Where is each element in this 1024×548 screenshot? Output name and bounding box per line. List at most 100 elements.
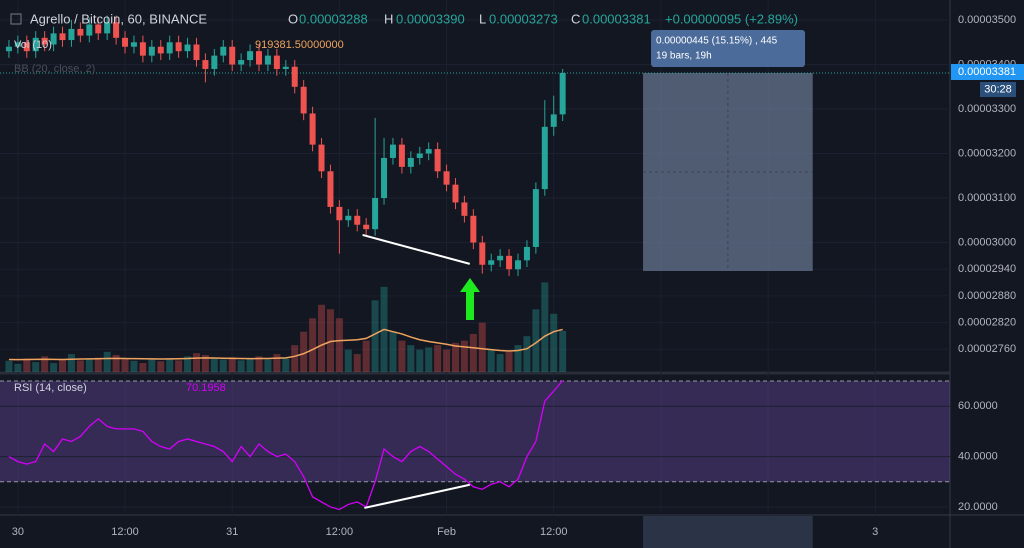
volume-bar — [139, 363, 147, 372]
volume-bar — [487, 349, 495, 372]
volume-bar — [121, 358, 129, 372]
candle-body — [416, 153, 423, 158]
volume-bar — [460, 340, 468, 372]
candle-body — [470, 215, 477, 243]
volume-bar — [523, 336, 531, 372]
volume-bar — [416, 349, 424, 372]
candle-body — [443, 171, 450, 185]
candle-body — [398, 144, 405, 167]
candle-body — [157, 46, 164, 54]
candle-body — [425, 149, 432, 154]
candle-body — [104, 22, 111, 34]
candle-body — [211, 55, 218, 69]
candle-body — [336, 206, 343, 221]
candle-body — [86, 24, 93, 36]
volume-bar — [300, 331, 308, 372]
candle-body — [515, 260, 522, 270]
volume-bar — [130, 360, 138, 372]
volume-bar — [237, 360, 245, 372]
candle-body — [95, 24, 102, 34]
candle-body — [229, 46, 236, 65]
candle-body — [479, 242, 486, 265]
y-tick-label: 0.00002820 — [958, 317, 1016, 329]
candle-body — [273, 55, 280, 69]
volume-bar — [192, 353, 200, 372]
candle-body — [50, 33, 57, 45]
price-label: 0.00003381 — [958, 66, 1016, 78]
low-label: L — [479, 11, 486, 26]
volume-bar — [371, 300, 379, 372]
volume-bar — [76, 360, 84, 372]
candle-body — [256, 51, 263, 65]
candle-body — [148, 46, 155, 56]
candle-body — [14, 42, 21, 47]
volume-bar — [23, 358, 31, 372]
volume-bar — [291, 345, 299, 372]
bb-name: BB (20, close, 2) — [14, 63, 95, 75]
y-tick-label: 0.00002880 — [958, 290, 1016, 302]
volume-bar — [273, 354, 281, 372]
volume-bar — [362, 340, 370, 372]
volume-bar — [443, 349, 451, 372]
volume-bar — [353, 354, 361, 372]
volume-bar — [326, 309, 334, 372]
candle-body — [41, 37, 48, 45]
volume-bar — [550, 313, 558, 372]
rsi-tick-label: 60.0000 — [958, 400, 998, 412]
candle-body — [354, 215, 361, 225]
legend: Agrello / Bitcoin, 60, BINANCE O 0.00003… — [10, 11, 798, 394]
volume-bar — [514, 345, 522, 372]
green-arrow — [460, 278, 480, 320]
time-range-highlight — [643, 516, 813, 548]
candle-body — [175, 42, 182, 52]
volume-bar — [50, 363, 58, 372]
candle-body — [113, 22, 120, 38]
candle-body — [139, 42, 146, 56]
volume-bar — [434, 345, 442, 372]
countdown-box — [980, 82, 1016, 97]
volume-bar — [282, 358, 290, 372]
candle-body — [497, 255, 504, 261]
candle-body — [372, 198, 379, 230]
y-tick-label: 0.00002940 — [958, 263, 1016, 275]
candle-body — [559, 72, 566, 115]
volume-bar — [469, 333, 477, 372]
candle-body — [327, 171, 334, 207]
volume-bar — [41, 356, 49, 372]
x-tick-label: 12:00 — [540, 526, 568, 538]
candle-body — [130, 42, 137, 47]
volume-bar — [67, 354, 75, 372]
volume-bar — [32, 362, 40, 372]
rsi-tick-label: 20.0000 — [958, 501, 998, 513]
change-value: +0.00000095 (+2.89%) — [665, 11, 798, 26]
volume-bar — [505, 351, 513, 372]
rsi-tick-label: 40.0000 — [958, 450, 998, 462]
volume-bar — [532, 309, 540, 372]
y-tick-label: 0.00003000 — [958, 236, 1016, 248]
candle-body — [59, 33, 66, 41]
candle-body — [122, 37, 129, 47]
rsi-value: 70.1958 — [186, 382, 226, 394]
candle-body — [282, 66, 289, 69]
x-tick-label: 12:00 — [111, 526, 139, 538]
x-tick-label: 3 — [872, 526, 878, 538]
candle-body — [32, 37, 39, 52]
volume-bar — [398, 340, 406, 372]
candle-body — [238, 60, 245, 65]
candle-body — [381, 157, 388, 199]
candle-body — [434, 149, 441, 172]
candle-body — [247, 51, 254, 61]
candle-body — [523, 246, 530, 261]
volume-bar — [59, 359, 67, 372]
candle-body — [532, 189, 539, 247]
high-value: 0.00003390 — [396, 11, 465, 26]
high-label: H — [384, 11, 393, 26]
collapse-icon[interactable] — [10, 13, 22, 25]
volume-bar — [5, 360, 13, 372]
volume-bar — [148, 359, 156, 372]
close-label: C — [571, 11, 580, 26]
candle-body — [23, 42, 30, 52]
candle-body — [461, 202, 468, 216]
measure-text: 19 bars, 19h — [656, 51, 712, 62]
